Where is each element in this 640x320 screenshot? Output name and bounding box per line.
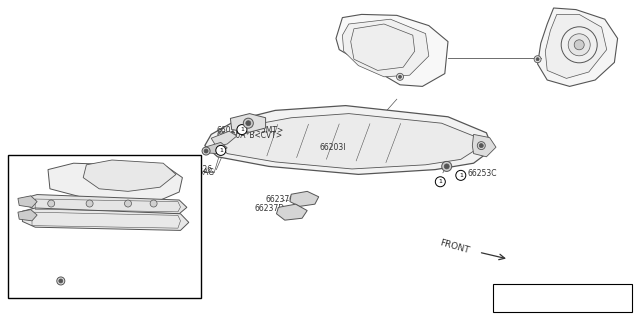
Polygon shape	[342, 19, 429, 77]
Circle shape	[246, 121, 251, 126]
Polygon shape	[230, 114, 266, 132]
Polygon shape	[276, 204, 307, 220]
Text: 66226: 66226	[189, 165, 213, 174]
Text: 66237C: 66237C	[266, 195, 295, 204]
Circle shape	[59, 279, 63, 283]
Circle shape	[534, 56, 541, 63]
Text: FIG.580: FIG.580	[33, 275, 63, 284]
Polygon shape	[205, 142, 227, 154]
Text: 66120: 66120	[153, 159, 177, 168]
Text: A660001486: A660001486	[538, 303, 587, 312]
Circle shape	[237, 124, 247, 135]
Polygon shape	[22, 208, 189, 230]
Text: 1: 1	[438, 179, 442, 184]
Circle shape	[216, 145, 226, 156]
Circle shape	[568, 34, 590, 56]
Text: 66237D: 66237D	[255, 204, 285, 213]
Polygon shape	[205, 106, 493, 174]
Circle shape	[479, 144, 483, 148]
Polygon shape	[18, 210, 37, 221]
Circle shape	[477, 141, 485, 149]
Circle shape	[499, 291, 513, 305]
Text: 66203I: 66203I	[320, 143, 346, 152]
Polygon shape	[472, 134, 496, 157]
Text: 1: 1	[504, 296, 508, 301]
Text: 66020A*B<CVT>: 66020A*B<CVT>	[216, 132, 282, 140]
Polygon shape	[211, 131, 237, 147]
Polygon shape	[351, 24, 415, 70]
Circle shape	[150, 200, 157, 207]
Polygon shape	[18, 196, 37, 207]
Circle shape	[444, 164, 449, 169]
Text: FRONT: FRONT	[438, 238, 470, 255]
Circle shape	[48, 200, 54, 207]
Circle shape	[202, 147, 210, 155]
Text: 1: 1	[240, 127, 244, 132]
Polygon shape	[336, 14, 448, 86]
Text: 1: 1	[219, 148, 223, 153]
Circle shape	[243, 118, 253, 128]
Circle shape	[435, 177, 445, 187]
Circle shape	[397, 73, 403, 80]
Bar	[8, 155, 201, 298]
Text: 66226AG: 66226AG	[179, 168, 214, 177]
Text: 66253C: 66253C	[467, 169, 497, 178]
Polygon shape	[538, 8, 618, 86]
Circle shape	[536, 58, 539, 61]
Text: 66020A*A<5MT>: 66020A*A<5MT>	[216, 126, 284, 135]
Polygon shape	[545, 14, 607, 78]
Polygon shape	[219, 114, 479, 169]
Polygon shape	[83, 160, 176, 191]
Bar	[493, 284, 632, 312]
Circle shape	[86, 200, 93, 207]
Text: D500013: D500013	[524, 292, 562, 301]
Circle shape	[574, 40, 584, 50]
Circle shape	[399, 75, 401, 78]
Circle shape	[456, 170, 466, 180]
Circle shape	[125, 200, 131, 207]
Text: 1: 1	[459, 173, 463, 178]
Circle shape	[204, 149, 208, 153]
Circle shape	[442, 161, 452, 172]
Polygon shape	[48, 163, 182, 202]
Circle shape	[561, 27, 597, 63]
Polygon shape	[26, 195, 187, 214]
Circle shape	[57, 277, 65, 285]
Polygon shape	[290, 191, 319, 206]
